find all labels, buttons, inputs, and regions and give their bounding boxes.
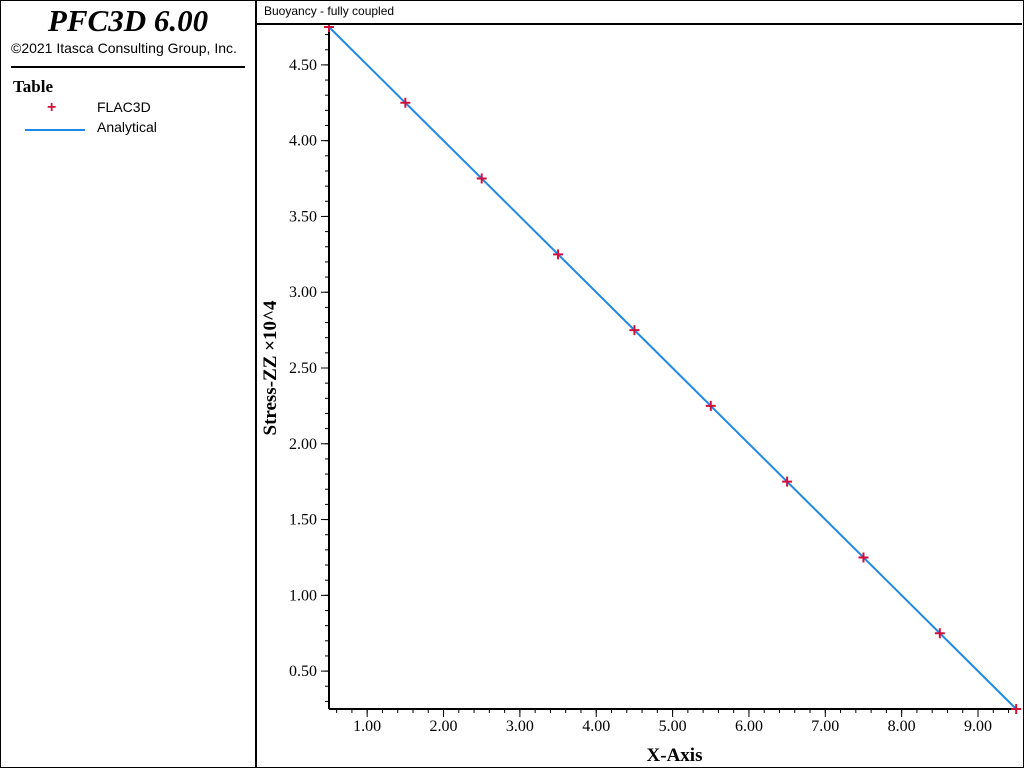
legend-label: Analytical bbox=[97, 119, 157, 135]
legend-label: FLAC3D bbox=[97, 99, 151, 115]
legend-item-flac3d: + FLAC3D bbox=[23, 99, 243, 119]
x-tick-label: 5.00 bbox=[659, 718, 687, 735]
y-tick-label: 3.50 bbox=[289, 208, 317, 225]
plus-marker-icon: + bbox=[47, 99, 57, 116]
flac3d-point bbox=[476, 173, 487, 184]
flac3d-point bbox=[858, 552, 869, 563]
x-tick-label: 1.00 bbox=[353, 718, 381, 735]
flac3d-point bbox=[705, 400, 716, 411]
analytical-series-line bbox=[328, 26, 1017, 710]
flac3d-point bbox=[1011, 704, 1022, 714]
x-tick-label: 3.00 bbox=[506, 718, 534, 735]
y-axis-title: Stress-ZZ ×10^4 bbox=[260, 300, 281, 435]
x-tick-label: 6.00 bbox=[735, 718, 763, 735]
plot-header: Buoyancy - fully coupled bbox=[257, 1, 1022, 25]
x-tick-label: 4.00 bbox=[582, 718, 610, 735]
copyright-text: ©2021 Itasca Consulting Group, Inc. bbox=[11, 40, 237, 56]
x-tick-label: 7.00 bbox=[811, 718, 839, 735]
x-axis-title: X-Axis bbox=[647, 745, 703, 766]
flac3d-point bbox=[400, 97, 411, 108]
x-tick-label: 8.00 bbox=[888, 718, 916, 735]
legend-title: Table bbox=[13, 77, 54, 96]
x-tick-label: 2.00 bbox=[430, 718, 458, 735]
flac3d-point bbox=[782, 476, 793, 487]
flac3d-point bbox=[934, 628, 945, 639]
flac3d-point bbox=[553, 249, 564, 260]
y-tick-label: 2.50 bbox=[289, 360, 317, 377]
line-swatch-icon bbox=[25, 129, 85, 131]
legend-item-analytical: Analytical bbox=[23, 119, 243, 139]
y-tick-label: 4.50 bbox=[289, 57, 317, 74]
y-tick-label: 2.00 bbox=[289, 436, 317, 453]
y-tick-label: 1.50 bbox=[289, 512, 317, 529]
chart: 1.00 2.00 3.00 4.00 5.00 6.00 7.00 8.00 9.00 0.50… bbox=[260, 25, 1022, 766]
divider bbox=[11, 66, 245, 68]
plot-title: Buoyancy - fully coupled bbox=[264, 4, 395, 18]
y-tick-label: 1.00 bbox=[289, 587, 317, 604]
y-tick-label: 0.50 bbox=[289, 663, 317, 680]
flac3d-point bbox=[629, 325, 640, 336]
x-tick-label: 9.00 bbox=[964, 718, 992, 735]
app-title: PFC3D 6.00 bbox=[47, 3, 209, 38]
y-tick-label: 4.00 bbox=[289, 133, 317, 150]
flac3d-point bbox=[324, 25, 334, 32]
panel-separator bbox=[255, 0, 257, 767]
legend-panel: PFC3D 6.00 ©2021 Itasca Consulting Group… bbox=[1, 1, 255, 766]
y-tick-label: 3.00 bbox=[289, 284, 317, 301]
